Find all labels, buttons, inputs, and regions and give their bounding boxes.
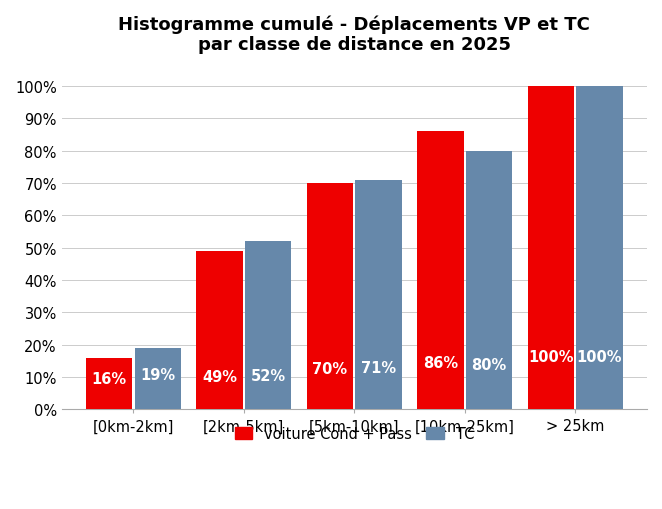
Text: 100%: 100% [577,350,622,364]
Title: Histogramme cumulé - Déplacements VP et TC
par classe de distance en 2025: Histogramme cumulé - Déplacements VP et … [118,15,591,54]
Text: 49%: 49% [202,369,237,384]
Bar [528,87,574,410]
Legend: voiture Cond + Pass, TC: voiture Cond + Pass, TC [229,420,480,447]
Bar [355,180,402,410]
Bar [307,184,354,410]
Text: 86%: 86% [423,355,458,370]
Text: 71%: 71% [361,361,396,376]
Text: 80%: 80% [471,357,506,372]
Text: 16%: 16% [91,372,126,386]
Text: 70%: 70% [312,361,348,376]
Bar [245,242,291,410]
Bar [134,348,181,410]
Text: 100%: 100% [528,350,574,364]
Bar [466,151,512,410]
Bar [197,251,243,410]
Bar [86,358,132,410]
Bar [577,87,623,410]
Text: 52%: 52% [251,368,286,383]
Bar [417,132,463,410]
Text: 19%: 19% [140,367,175,382]
